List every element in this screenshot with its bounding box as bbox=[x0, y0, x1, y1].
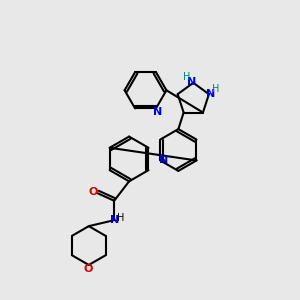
Text: O: O bbox=[89, 187, 98, 197]
Text: N: N bbox=[153, 107, 162, 117]
Text: N: N bbox=[159, 155, 169, 166]
Text: H: H bbox=[212, 84, 219, 94]
Text: N: N bbox=[206, 88, 215, 99]
Text: N: N bbox=[110, 215, 119, 225]
Text: O: O bbox=[83, 264, 93, 274]
Text: H: H bbox=[183, 72, 190, 82]
Text: H: H bbox=[117, 213, 124, 223]
Text: N: N bbox=[187, 77, 196, 87]
